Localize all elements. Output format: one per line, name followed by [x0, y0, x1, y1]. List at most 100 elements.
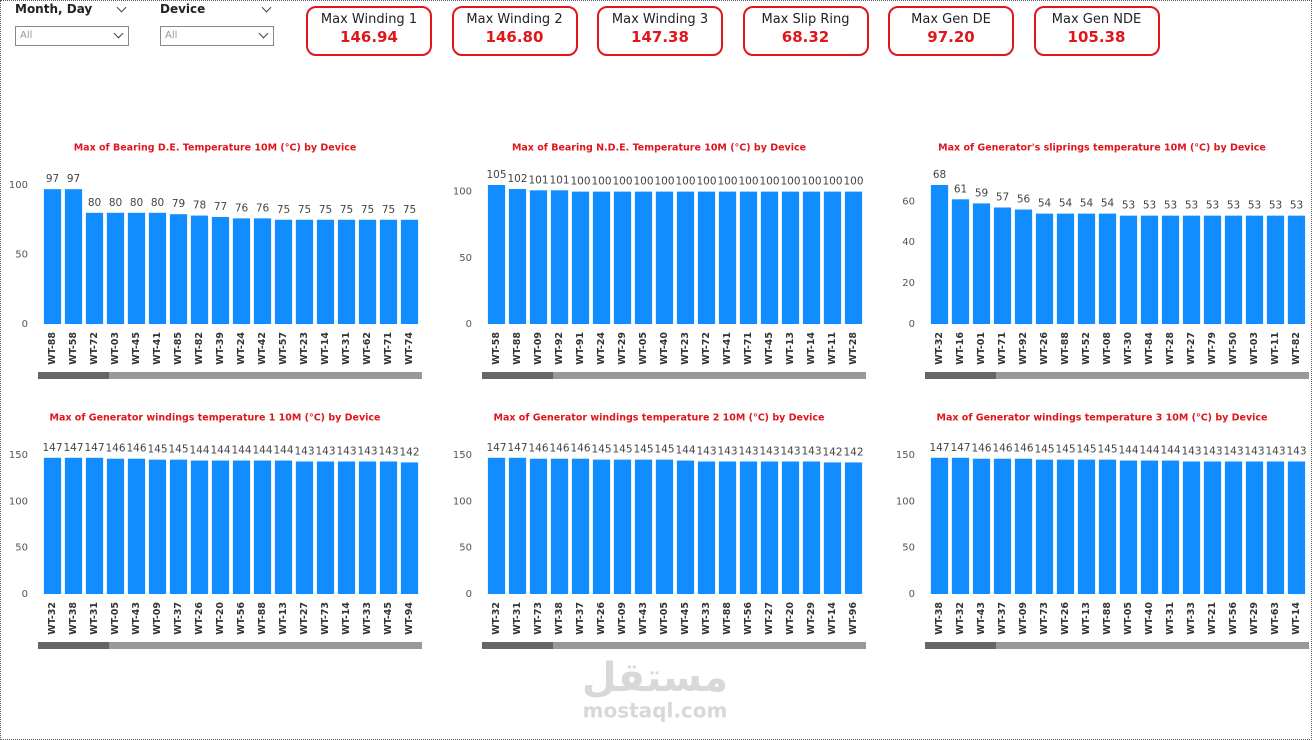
x-tick-label: WT-14	[1291, 602, 1302, 635]
x-tick-label: WT-88	[512, 332, 523, 365]
x-tick-label: WT-05	[1123, 602, 1134, 635]
x-tick-label: WT-03	[1249, 332, 1260, 365]
x-tick-label: WT-62	[362, 332, 373, 365]
card-value: 105.38	[1067, 28, 1126, 46]
slicer-dropdown[interactable]: All	[160, 26, 274, 46]
x-tick-label: WT-88	[1102, 602, 1113, 635]
x-tick-label: WT-45	[680, 602, 691, 635]
bar	[529, 458, 548, 594]
value-label: 147	[507, 442, 527, 454]
value-label: 101	[528, 174, 548, 186]
bar	[316, 219, 335, 324]
x-tick-label: WT-21	[1207, 602, 1218, 635]
value-label: 53	[1143, 200, 1156, 212]
x-tick-label: WT-28	[1165, 332, 1176, 365]
x-tick-label: WT-11	[1270, 332, 1281, 365]
y-tick-label: 0	[909, 589, 915, 600]
value-label: 144	[675, 445, 695, 457]
slicer[interactable]: Month, Day All	[15, 2, 129, 46]
card-title: Max Gen NDE	[1051, 12, 1142, 27]
value-label: 53	[1164, 200, 1177, 212]
value-label: 143	[717, 445, 737, 457]
slicer[interactable]: Device All	[160, 2, 274, 46]
x-tick-label: WT-45	[383, 602, 394, 635]
bar	[529, 190, 548, 324]
x-tick-label: WT-71	[383, 332, 394, 365]
x-tick-label: WT-40	[659, 332, 670, 365]
x-tick-label: WT-08	[1102, 332, 1113, 365]
x-tick-label: WT-14	[806, 332, 817, 365]
kpi-card: Max Winding 1 146.94	[306, 6, 432, 56]
value-label: 146	[1013, 443, 1033, 455]
bar	[85, 457, 104, 594]
bar	[951, 199, 970, 324]
y-tick-label: 100	[453, 187, 472, 198]
bar	[358, 219, 377, 324]
bar	[43, 457, 62, 594]
bar	[508, 457, 527, 594]
bar	[358, 461, 377, 594]
value-label: 54	[1059, 198, 1073, 210]
value-label: 147	[950, 442, 970, 454]
bar	[106, 212, 125, 324]
bar	[550, 190, 569, 324]
value-label: 53	[1122, 200, 1135, 212]
x-tick-label: WT-26	[1060, 602, 1071, 635]
value-label: 100	[822, 176, 842, 188]
x-tick-label: WT-05	[638, 332, 649, 365]
chart-title: Max of Generator's sliprings temperature…	[938, 143, 1266, 154]
value-label: 102	[507, 173, 527, 185]
card-title: Max Slip Ring	[761, 12, 850, 27]
y-tick-label: 50	[459, 543, 472, 554]
x-tick-label: WT-11	[827, 332, 838, 365]
slicer-dropdown[interactable]: All	[15, 26, 129, 46]
bar	[274, 219, 293, 324]
scrollbar-thumb	[482, 372, 553, 379]
bar	[232, 218, 251, 324]
value-label: 145	[168, 444, 188, 456]
x-tick-label: WT-73	[320, 602, 331, 635]
bar	[592, 459, 611, 594]
value-label: 100	[843, 176, 863, 188]
kpi-card: Max Slip Ring 68.32	[742, 6, 869, 56]
bar	[1119, 215, 1138, 324]
x-tick-label: WT-29	[806, 602, 817, 635]
value-label: 61	[954, 183, 967, 195]
x-tick-label: WT-13	[278, 602, 289, 635]
value-label: 143	[336, 445, 356, 457]
x-tick-label: WT-09	[1018, 602, 1029, 635]
x-tick-label: WT-72	[701, 332, 712, 365]
x-tick-label: WT-27	[1186, 332, 1197, 365]
x-tick-label: WT-82	[1291, 332, 1302, 365]
x-tick-label: WT-43	[976, 602, 987, 635]
value-label: 100	[654, 176, 674, 188]
x-tick-label: WT-92	[1018, 332, 1029, 365]
value-label: 53	[1185, 200, 1198, 212]
value-label: 80	[109, 197, 122, 209]
value-label: 75	[340, 204, 353, 216]
bar	[676, 460, 695, 594]
value-label: 143	[1202, 445, 1222, 457]
bar	[571, 458, 590, 594]
bar	[1203, 215, 1222, 324]
value-label: 146	[105, 443, 125, 455]
bar	[295, 461, 314, 594]
bar	[1140, 460, 1159, 594]
bar	[211, 216, 230, 324]
bar	[253, 218, 272, 324]
bar	[613, 191, 632, 324]
value-label: 143	[738, 445, 758, 457]
value-label: 53	[1206, 200, 1219, 212]
bar	[487, 457, 506, 594]
value-label: 146	[992, 443, 1012, 455]
bar	[148, 212, 167, 324]
bar	[127, 212, 146, 324]
x-tick-label: WT-33	[362, 602, 373, 635]
bar	[1014, 458, 1033, 594]
value-label: 147	[63, 442, 83, 454]
x-tick-label: WT-91	[575, 332, 586, 365]
bar	[1182, 215, 1201, 324]
x-tick-label: WT-20	[215, 602, 226, 635]
value-label: 142	[822, 446, 842, 458]
value-label: 77	[214, 201, 227, 213]
